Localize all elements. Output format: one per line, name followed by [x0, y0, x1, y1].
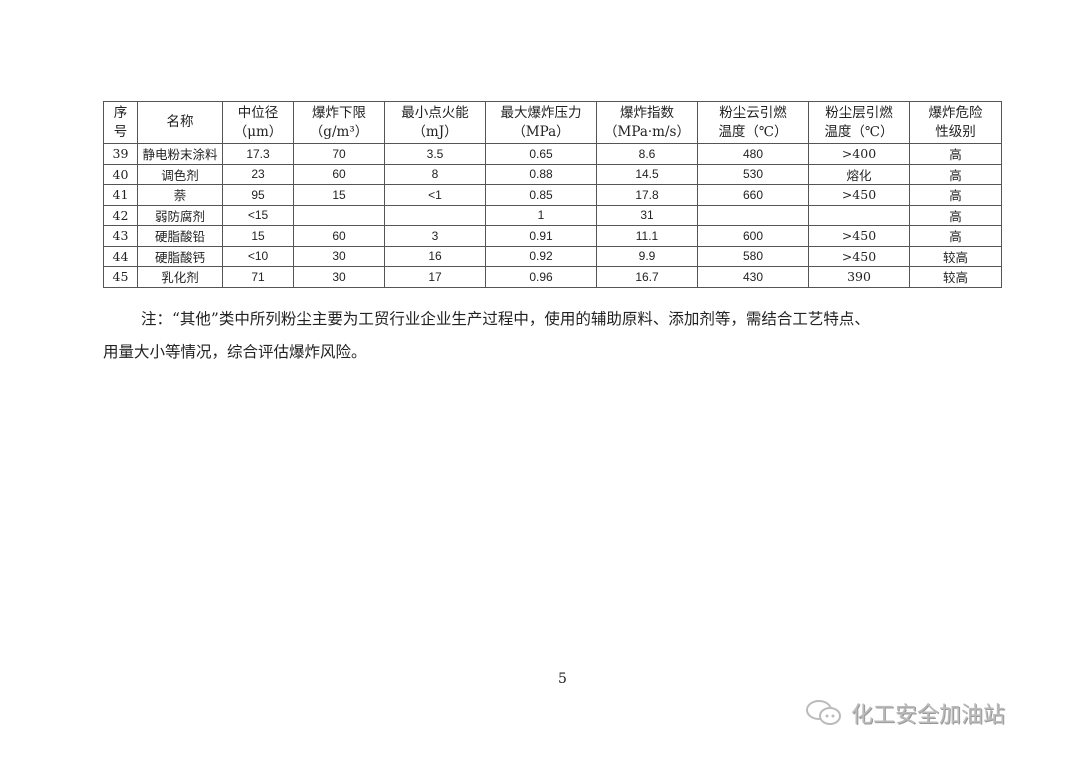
table-cell: 41	[103, 184, 138, 206]
column-header: 最小点火能 （mJ）	[384, 101, 486, 144]
table-cell: 430	[697, 266, 809, 288]
table-cell	[384, 204, 486, 226]
watermark: 化工安全加油站	[805, 697, 1005, 729]
table-cell: 390	[808, 266, 910, 288]
note-line-2: 用量大小等情况，综合评估爆炸风险。	[103, 343, 367, 361]
table-cell: 熔化	[808, 163, 910, 185]
table-cell: 高	[909, 143, 1002, 165]
column-header: 爆炸指数 （MPa·m/s）	[596, 101, 698, 144]
table-cell	[293, 204, 385, 226]
table-cell: 0.65	[485, 143, 597, 165]
column-header: 爆炸危险 性级别	[909, 101, 1002, 144]
table-cell: 调色剂	[137, 163, 223, 185]
table-cell: 0.96	[485, 266, 597, 288]
table-cell: 3.5	[384, 143, 486, 165]
page-number: 5	[558, 671, 567, 687]
table-cell: 较高	[909, 266, 1002, 288]
table-cell: 硬脂酸铅	[137, 225, 223, 247]
table-cell: 15	[293, 184, 385, 206]
table-cell: 3	[384, 225, 486, 247]
table-cell: 60	[293, 163, 385, 185]
table-cell: 硬脂酸钙	[137, 245, 223, 267]
table-cell: 71	[222, 266, 294, 288]
table-row: 44 硬脂酸钙 <10 30 16 0.92 9.9 580 >450 较高	[103, 245, 1002, 267]
table-cell: 高	[909, 204, 1002, 226]
column-header: 最大爆炸压力 （MPa）	[485, 101, 597, 144]
table-cell: 30	[293, 245, 385, 267]
table-cell: 42	[103, 204, 138, 226]
table-cell	[808, 204, 910, 226]
table-cell: 580	[697, 245, 809, 267]
table-row: 39 静电粉末涂料 17.3 70 3.5 0.65 8.6 480 >400 高	[103, 143, 1002, 165]
column-header: 粉尘层引燃 温度（℃）	[808, 101, 910, 144]
table-cell: 0.88	[485, 163, 597, 185]
table-cell: 95	[222, 184, 294, 206]
table-cell: 14.5	[596, 163, 698, 185]
table-cell: 17	[384, 266, 486, 288]
table-cell: 30	[293, 266, 385, 288]
table-cell: >450	[808, 184, 910, 206]
table-cell: 静电粉末涂料	[137, 143, 223, 165]
table-cell: 高	[909, 163, 1002, 185]
column-header: 粉尘云引燃 温度（℃）	[697, 101, 809, 144]
table-cell: 8	[384, 163, 486, 185]
table-cell: 11.1	[596, 225, 698, 247]
table-cell: >400	[808, 143, 910, 165]
table-cell: 480	[697, 143, 809, 165]
table-cell: 43	[103, 225, 138, 247]
column-header: 爆炸下限 （g/m³）	[293, 101, 385, 144]
table-cell: 60	[293, 225, 385, 247]
table-cell: 660	[697, 184, 809, 206]
table-row: 43 硬脂酸铅 15 60 3 0.91 11.1 600 >450 高	[103, 225, 1002, 247]
table-cell: 0.92	[485, 245, 597, 267]
table-cell: 70	[293, 143, 385, 165]
table-header-row: 序 号名称 中位径 （μm） 爆炸下限 （g/m³） 最小点火能 （mJ） 最大爆炸压力…	[103, 101, 1002, 144]
note-line-1: 注：“其他”类中所列粉尘主要为工贸行业企业生产过程中，使用的辅助原料、添加剂等，…	[141, 310, 870, 328]
table-cell: <10	[222, 245, 294, 267]
table-cell: 较高	[909, 245, 1002, 267]
table-cell: 萘	[137, 184, 223, 206]
wechat-icon	[806, 700, 841, 725]
table-row: 40 调色剂 23 60 8 0.88 14.5 530 熔化高	[103, 163, 1002, 185]
table-cell: 1	[485, 204, 597, 226]
table-cell: 高	[909, 225, 1002, 247]
table-cell: 40	[103, 163, 138, 185]
table-cell	[697, 204, 809, 226]
table-cell: 弱防腐剂	[137, 204, 223, 226]
table-row: 45 乳化剂 71 30 17 0.96 16.7 430 390 较高	[103, 266, 1002, 288]
table-cell: 16.7	[596, 266, 698, 288]
table-cell: 530	[697, 163, 809, 185]
table-cell: 乳化剂	[137, 266, 223, 288]
table-row: 42 弱防腐剂 <15 1 31 高	[103, 204, 1002, 226]
table-cell: 31	[596, 204, 698, 226]
table-cell: <1	[384, 184, 486, 206]
table-cell: 45	[103, 266, 138, 288]
table-cell: 16	[384, 245, 486, 267]
table-cell: 39	[103, 143, 138, 165]
table-cell: 44	[103, 245, 138, 267]
table-cell: 17.8	[596, 184, 698, 206]
table-cell: >450	[808, 225, 910, 247]
table-cell: 17.3	[222, 143, 294, 165]
table-cell: 23	[222, 163, 294, 185]
column-header: 中位径 （μm）	[222, 101, 294, 144]
table-cell: >450	[808, 245, 910, 267]
table-cell: <15	[222, 204, 294, 226]
table-cell: 15	[222, 225, 294, 247]
table-row: 41 萘 95 15 <1 0.85 17.8 660 >450 高	[103, 184, 1002, 206]
table-cell: 0.91	[485, 225, 597, 247]
table-cell: 9.9	[596, 245, 698, 267]
table-cell: 高	[909, 184, 1002, 206]
table-cell: 8.6	[596, 143, 698, 165]
table-cell: 0.85	[485, 184, 597, 206]
watermark-text: 化工安全加油站	[851, 703, 1006, 728]
dust-data-table: 序 号名称 中位径 （μm） 爆炸下限 （g/m³） 最小点火能 （mJ） 最大爆炸压力…	[103, 101, 1002, 288]
column-header: 名称	[137, 101, 223, 144]
column-header: 序 号	[103, 101, 138, 144]
table-cell: 600	[697, 225, 809, 247]
